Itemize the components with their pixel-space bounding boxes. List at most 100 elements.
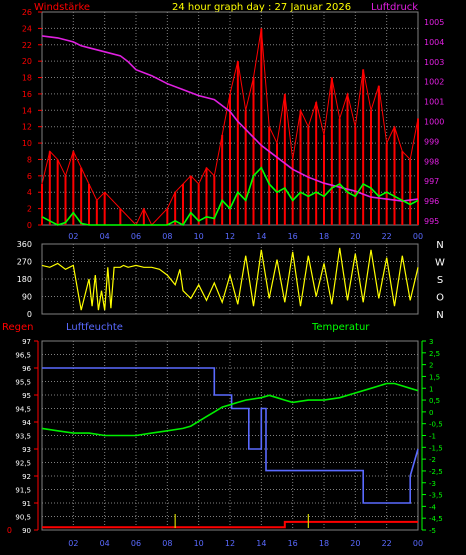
x-tick-label: 06 xyxy=(131,232,141,241)
y-tick-label-humidity: 96 xyxy=(22,365,31,373)
y-tick-label-temperature: -1 xyxy=(429,433,436,441)
rain-axis-title: Regen xyxy=(2,322,34,333)
y-tick-label-temperature: 3 xyxy=(429,338,433,346)
y-tick-label-pressure: 996 xyxy=(424,197,439,206)
x-tick-label: 08 xyxy=(162,539,172,548)
humidity-series-line xyxy=(42,367,419,504)
chart-title: 24 hour graph day : 27 Januar 2026 xyxy=(172,2,351,13)
y-tick-label-temperature: 0,5 xyxy=(429,397,440,405)
y-tick-label-humidity: 92 xyxy=(22,473,31,481)
y-tick-label-temperature: -0,5 xyxy=(429,421,443,429)
series-group xyxy=(41,247,419,311)
y-tick-label-temperature: -3,5 xyxy=(429,492,443,500)
axes: 0 90 90,5 91 91,5 92 92,5 93 93,5 94 94,5 95 95,5 96 9… xyxy=(7,338,443,548)
panel-rain-humidity-temperature: Regen Luftfeuchte Temperatur 0 90 90,5 91 91… xyxy=(2,322,443,548)
x-tick-label: 14 xyxy=(256,232,266,241)
x-tick-label: 10 xyxy=(194,232,204,241)
wind-direction-line xyxy=(41,247,419,311)
y-tick-label-rain: 0 xyxy=(7,526,12,535)
y-tick-label-wind: 24 xyxy=(22,24,32,33)
y-tick-label-wind: 12 xyxy=(22,123,32,132)
panel-wind-pressure: Windstärke 24 hour graph day : 27 Januar… xyxy=(22,2,445,241)
y-tick-label-humidity: 92,5 xyxy=(15,460,31,468)
y-tick-label-temperature: 1,5 xyxy=(429,373,440,381)
x-tick-label: 04 xyxy=(100,232,110,241)
x-tick-label: 02 xyxy=(68,539,78,548)
x-tick-label: 18 xyxy=(319,232,329,241)
y-tick-label-direction: 360 xyxy=(17,240,32,249)
y-tick-label-pressure: 1003 xyxy=(424,58,444,67)
temperature-series-line xyxy=(41,382,419,437)
y-tick-label-wind: 14 xyxy=(22,106,32,115)
y-tick-label-direction: 270 xyxy=(17,258,32,267)
y-tick-label-temperature: 0 xyxy=(429,409,433,417)
compass-label: N xyxy=(436,310,443,321)
gust-series-line xyxy=(41,166,419,227)
y-tick-label-wind: 26 xyxy=(22,8,32,17)
wind-series-line xyxy=(41,28,419,226)
series-group xyxy=(41,28,419,227)
x-tick-label: 12 xyxy=(225,232,235,241)
x-tick-label: 00 xyxy=(413,539,423,548)
grid xyxy=(41,340,419,531)
y-tick-label-humidity: 97 xyxy=(22,338,31,346)
y-tick-label-pressure: 1002 xyxy=(424,78,444,87)
y-tick-label-humidity: 90,5 xyxy=(15,514,31,522)
y-tick-label-humidity: 90 xyxy=(22,527,31,535)
y-tick-label-direction: 180 xyxy=(17,275,32,284)
y-tick-label-humidity: 96,5 xyxy=(15,352,31,360)
temperature-axis-title: Temperatur xyxy=(311,322,370,333)
compass-label: S xyxy=(437,275,443,286)
y-tick-label-pressure: 997 xyxy=(424,177,439,186)
y-tick-label-wind: 22 xyxy=(22,41,32,50)
x-tick-label: 14 xyxy=(256,539,266,548)
pressure-axis-title: Luftdruck xyxy=(371,2,418,13)
x-tick-label: 22 xyxy=(382,539,392,548)
axes: 0246810121416182022242699599699799899910… xyxy=(22,8,445,241)
y-tick-label-temperature: -4,5 xyxy=(429,515,443,523)
x-tick-label: 22 xyxy=(382,232,392,241)
y-tick-label-temperature: 1 xyxy=(429,385,433,393)
y-tick-label-wind: 10 xyxy=(22,139,32,148)
x-tick-label: 00 xyxy=(413,232,423,241)
x-tick-label: 20 xyxy=(350,232,360,241)
y-tick-label-temperature: -2,5 xyxy=(429,468,443,476)
y-tick-label-temperature: -1,5 xyxy=(429,444,443,452)
y-tick-label-pressure: 998 xyxy=(424,157,439,166)
y-tick-label-temperature: 2 xyxy=(429,362,433,370)
x-tick-label: 12 xyxy=(225,539,235,548)
y-tick-label-wind: 6 xyxy=(27,172,32,181)
y-tick-label-wind: 4 xyxy=(27,188,32,197)
y-tick-label-pressure: 1005 xyxy=(424,18,444,27)
y-tick-label-direction: 0 xyxy=(27,310,32,319)
rain-series-line xyxy=(42,520,418,529)
plot-frame xyxy=(41,340,419,531)
x-tick-label: 16 xyxy=(288,232,298,241)
y-tick-label-temperature: 2,5 xyxy=(429,350,440,358)
wind-axis-title: Windstärke xyxy=(34,2,90,13)
compass-label: N xyxy=(436,240,443,251)
y-tick-label-wind: 8 xyxy=(27,155,32,164)
y-tick-label-direction: 90 xyxy=(22,293,32,302)
y-tick-label-temperature: -5 xyxy=(429,527,436,535)
y-tick-label-pressure: 1004 xyxy=(424,38,444,47)
compass-label: W xyxy=(435,258,445,269)
y-tick-label-pressure: 1000 xyxy=(424,117,444,126)
x-tick-label: 08 xyxy=(162,232,172,241)
y-tick-label-humidity: 93,5 xyxy=(15,433,31,441)
grid xyxy=(41,243,419,315)
y-tick-label-wind: 0 xyxy=(27,221,32,230)
x-tick-label: 02 xyxy=(68,232,78,241)
y-tick-label-humidity: 91,5 xyxy=(15,487,31,495)
y-tick-label-pressure: 995 xyxy=(424,217,439,226)
x-tick-label: 16 xyxy=(288,539,298,548)
y-tick-label-humidity: 93 xyxy=(22,446,31,454)
y-tick-label-humidity: 94,5 xyxy=(15,406,31,414)
y-tick-label-humidity: 95 xyxy=(22,392,31,400)
y-tick-label-wind: 16 xyxy=(22,90,32,99)
x-tick-label: 04 xyxy=(100,539,110,548)
series-group xyxy=(41,367,419,529)
